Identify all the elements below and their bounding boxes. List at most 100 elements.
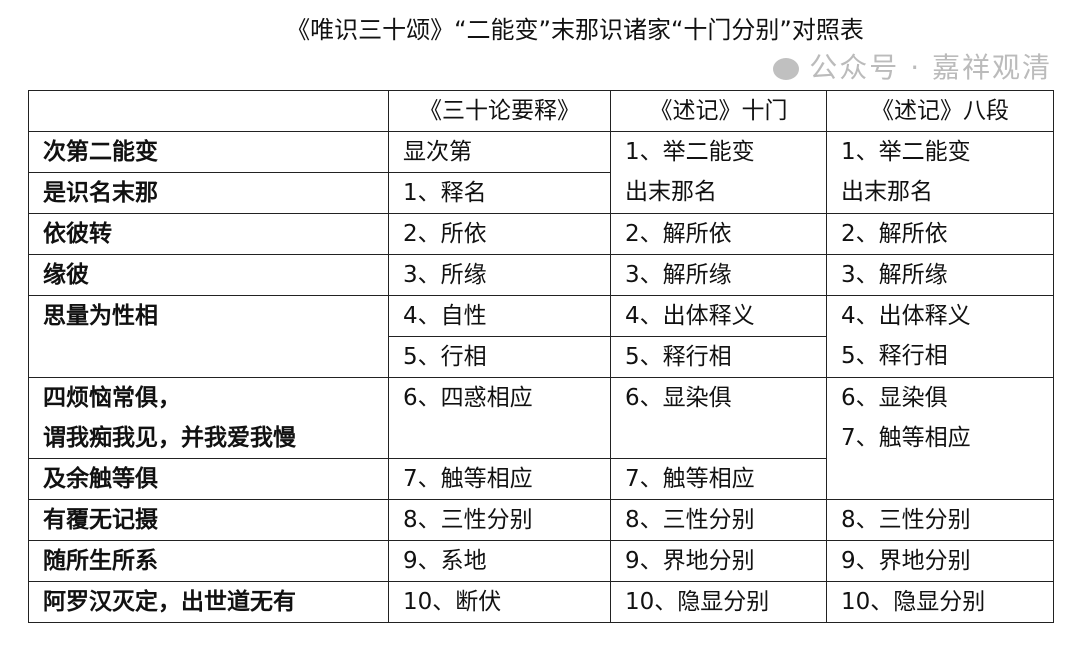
header-cell-verse	[28, 90, 389, 132]
header-cell-shuji-shimen: 《述记》十门	[610, 90, 827, 132]
cell-text: 8、三性分别	[841, 507, 971, 533]
cell-text: 4、出体释义	[841, 303, 971, 329]
cell-text: 四烦恼常俱，	[43, 385, 181, 411]
verse-cell: 及余触等俱	[28, 458, 389, 500]
shuji-shimen-cell: 6、显染俱	[610, 377, 827, 459]
header-cell-shuji-baduan: 《述记》八段	[826, 90, 1054, 132]
cell-text: 及余触等俱	[43, 466, 158, 492]
cell-text: 3、解所缘	[625, 262, 732, 288]
cell-text: 阿罗汉灭定，出世道无有	[43, 589, 296, 615]
yaoshi-cell: 4、自性	[388, 295, 611, 337]
cell-text: 7、触等相应	[625, 466, 755, 492]
cell-text: 缘彼	[43, 262, 89, 288]
cell-text: 9、界地分别	[625, 548, 755, 574]
cell-text: 5、释行相	[625, 344, 732, 370]
table-row: 缘彼 3、所缘 3、解所缘 3、解所缘	[28, 254, 1054, 296]
table-row: 阿罗汉灭定，出世道无有 10、断伏 10、隐显分别 10、隐显分别	[28, 581, 1054, 623]
cell-text: 5、释行相	[841, 343, 948, 369]
yaoshi-cell: 7、触等相应	[388, 458, 611, 500]
cell-text: 出末那名	[625, 179, 717, 205]
table-header-row: 《三十论要释》 《述记》十门 《述记》八段	[28, 90, 1054, 132]
cell-text: 3、所缘	[403, 262, 487, 288]
shuji-baduan-cell: 8、三性分别	[826, 499, 1054, 541]
header-cell-yaoshi: 《三十论要释》	[388, 90, 611, 132]
yaoshi-cell: 3、所缘	[388, 254, 611, 296]
cell-text: 7、触等相应	[403, 466, 533, 492]
table-row: 思量为性相 4、自性 4、出体释义 4、出体释义 5、释行相	[28, 295, 1054, 378]
comparison-table: 《三十论要释》 《述记》十门 《述记》八段 次第二能变 显次第 1、举二能变 出末那名…	[28, 90, 1054, 623]
watermark-text: 公众号 · 嘉祥观清	[809, 51, 1052, 84]
verse-cell: 缘彼	[28, 254, 389, 296]
cell-text: 依彼转	[43, 221, 112, 247]
cell-text: 10、隐显分别	[625, 589, 770, 615]
shuji-shimen-cell: 8、三性分别	[610, 499, 827, 541]
yaoshi-cell: 10、断伏	[388, 581, 611, 623]
cell-text: 6、四惑相应	[403, 385, 533, 411]
shuji-baduan-cell: 2、解所依	[826, 213, 1054, 255]
cell-text: 6、显染俱	[841, 385, 948, 411]
verse-cell: 思量为性相	[28, 295, 389, 378]
cell-text: 次第二能变	[43, 139, 158, 165]
table-row: 是识名末那 1、释名	[28, 172, 1054, 214]
cell-text: 10、隐显分别	[841, 589, 986, 615]
shuji-shimen-cell: 5、释行相	[610, 336, 827, 378]
cell-text: 出末那名	[841, 179, 933, 205]
cell-text: 思量为性相	[43, 303, 158, 329]
table-row: 随所生所系 9、系地 9、界地分别 9、界地分别	[28, 540, 1054, 582]
verse-cell: 次第二能变	[28, 131, 389, 173]
shuji-baduan-cell: 9、界地分别	[826, 540, 1054, 582]
yaoshi-cell: 8、三性分别	[388, 499, 611, 541]
shuji-shimen-cell: 10、隐显分别	[610, 581, 827, 623]
verse-cell: 四烦恼常俱， 谓我痴我见，并我爱我慢	[28, 377, 389, 459]
cell-text: 1、释名	[403, 180, 487, 206]
table-row: 依彼转 2、所依 2、解所依 2、解所依	[28, 213, 1054, 255]
shuji-shimen-cell: 9、界地分别	[610, 540, 827, 582]
shuji-baduan-cell: 10、隐显分别	[826, 581, 1054, 623]
shuji-shimen-cell: 2、解所依	[610, 213, 827, 255]
shuji-baduan-cell: 6、显染俱 7、触等相应	[826, 377, 1054, 500]
verse-cell: 是识名末那	[28, 172, 389, 214]
verse-cell: 依彼转	[28, 213, 389, 255]
shuji-shimen-cell: 3、解所缘	[610, 254, 827, 296]
cell-text: 9、界地分别	[841, 548, 971, 574]
verse-cell: 有覆无记摄	[28, 499, 389, 541]
cell-text: 2、解所依	[841, 221, 948, 247]
yaoshi-cell: 2、所依	[388, 213, 611, 255]
cell-text: 10、断伏	[403, 589, 502, 615]
cell-text: 谓我痴我见，并我爱我慢	[43, 425, 296, 451]
cell-text: 5、行相	[403, 344, 487, 370]
verse-cell: 阿罗汉灭定，出世道无有	[28, 581, 389, 623]
cell-text: 2、解所依	[625, 221, 732, 247]
shuji-baduan-cell: 3、解所缘	[826, 254, 1054, 296]
yaoshi-cell: 5、行相	[388, 336, 611, 378]
cell-text: 7、触等相应	[841, 425, 971, 451]
cell-text: 6、显染俱	[625, 385, 732, 411]
document-title: 《唯识三十颂》“二能变”末那识诸家“十门分别”对照表	[286, 16, 864, 44]
cell-text: 3、解所缘	[841, 262, 948, 288]
cell-text: 8、三性分别	[625, 507, 755, 533]
wechat-icon	[773, 58, 800, 80]
verse-cell: 随所生所系	[28, 540, 389, 582]
cell-text: 9、系地	[403, 548, 487, 574]
shuji-shimen-cell: 7、触等相应	[610, 458, 827, 500]
cell-text: 显次第	[403, 139, 472, 165]
cell-text: 是识名末那	[43, 180, 158, 206]
shuji-baduan-cell: 4、出体释义 5、释行相	[826, 295, 1054, 378]
cell-text: 1、举二能变	[625, 139, 755, 165]
table-row: 有覆无记摄 8、三性分别 8、三性分别 8、三性分别	[28, 499, 1054, 541]
yaoshi-cell: 显次第	[388, 131, 611, 173]
cell-text: 随所生所系	[43, 548, 158, 574]
shuji-baduan-cell: 1、举二能变 出末那名	[826, 131, 1054, 214]
cell-text: 4、自性	[403, 303, 487, 329]
cell-text: 2、所依	[403, 221, 487, 247]
yaoshi-cell: 6、四惑相应	[388, 377, 611, 459]
yaoshi-cell: 1、释名	[388, 172, 611, 214]
cell-text: 8、三性分别	[403, 507, 533, 533]
cell-text: 4、出体释义	[625, 303, 755, 329]
yaoshi-cell: 9、系地	[388, 540, 611, 582]
cell-text: 有覆无记摄	[43, 507, 158, 533]
table-row: 及余触等俱 7、触等相应 7、触等相应	[28, 458, 1054, 500]
shuji-shimen-cell: 4、出体释义	[610, 295, 827, 337]
watermark: 公众号 · 嘉祥观清	[773, 50, 1052, 86]
table-row: 次第二能变 显次第 1、举二能变 出末那名 1、举二能变 出末那名	[28, 131, 1054, 214]
